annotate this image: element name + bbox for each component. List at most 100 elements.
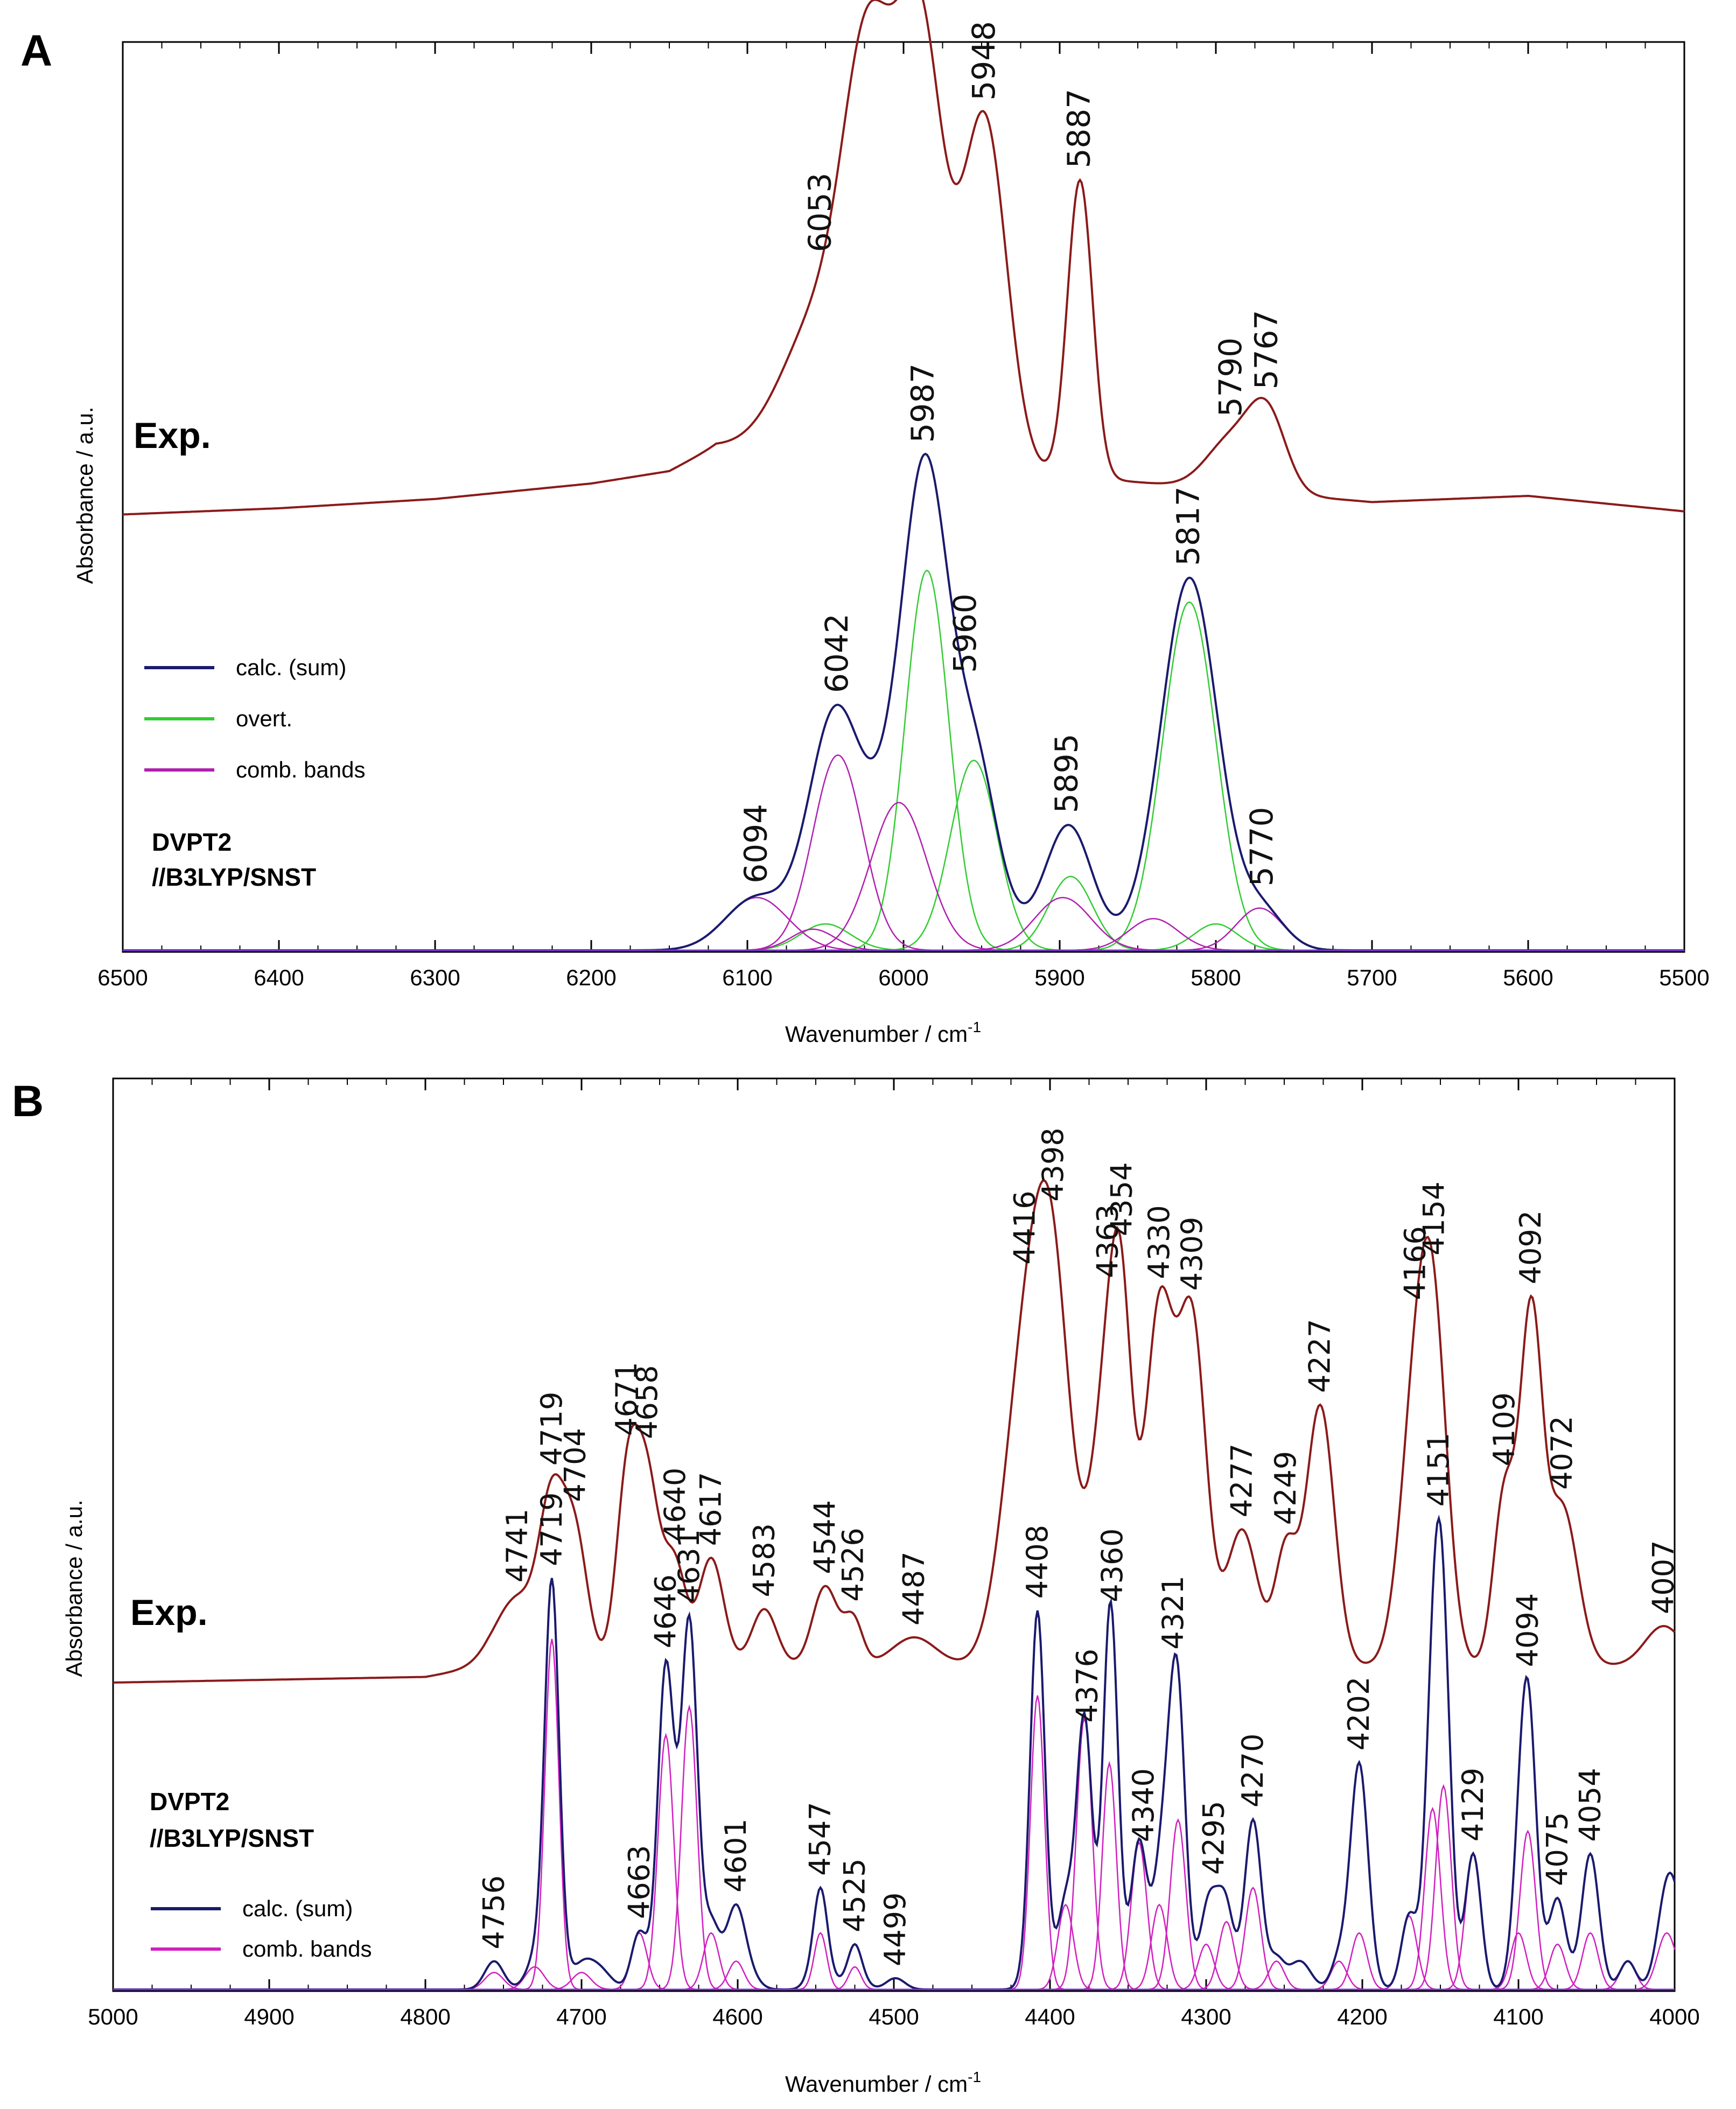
x-tick-label: 4500 [869,2004,919,2029]
calc-peak-label: 4408 [1020,1525,1054,1599]
x-tick-label: 6300 [410,965,460,990]
panel-a-curves [122,0,1685,951]
panel-b-legend: calc. (sum) comb. bands [151,1896,372,1961]
exp-peak-label: 4719 [535,1392,569,1466]
calc-peak-label: 4756 [477,1875,511,1949]
calc-peak-label: 4547 [803,1802,837,1875]
x-tick-label: 6100 [722,965,772,990]
legend-label: comb. bands [242,1936,372,1961]
calc-peak-label: 4129 [1456,1768,1490,1841]
calc-peak-label: 4054 [1573,1768,1607,1841]
legend-label: calc. (sum) [236,655,346,680]
panel-b-exp-label: Exp. [130,1592,208,1633]
panel-a-letter: A [20,26,52,75]
exp-peak-label: 4658 [630,1365,664,1439]
exp-peak-label: 4487 [897,1552,931,1625]
experimental-curve [113,1179,1676,1684]
experimental-curve [122,0,1685,516]
x-tick-label: 5600 [1503,965,1553,990]
panel-a-x-axis-title: Wavenumber / cm-1 [785,1019,981,1047]
calc-peak-label: 4525 [838,1858,872,1932]
exp-peak-label: 6053 [801,173,838,253]
exp-peak-label: 4092 [1514,1210,1548,1284]
exp-peak-label: 4526 [836,1528,870,1601]
panel-a-method-line-1: DVPT2 [152,828,232,856]
exp-peak-label: 4741 [500,1509,534,1582]
calc-peak-label: 4646 [649,1574,683,1648]
panel-a-y-axis-title: Absorbance / a.u. [72,407,97,584]
x-tick-label: 4300 [1181,2004,1231,2029]
exp-peak-label: 5767 [1248,310,1285,390]
calc-peak-label: 4321 [1156,1575,1190,1649]
panel-b-y-axis-title: Absorbance / a.u. [61,1500,87,1677]
x-tick-label: 4100 [1493,2004,1543,2029]
x-tick-label: 4000 [1649,2004,1699,2029]
x-tick-label: 5500 [1659,965,1709,990]
panel-b: B 5000 4900 4800 4700 4600 4500 4400 4300 4200 41… [12,1077,1700,2097]
exp-peak-label: 4671 [610,1362,643,1435]
calc-peak-label: 4499 [878,1893,912,1966]
x-tick-label: 4800 [400,2004,450,2029]
x-tick-label: 6400 [254,965,304,990]
x-tick-label: 6500 [97,965,148,990]
legend-label: calc. (sum) [242,1896,353,1921]
exp-peak-label: 4309 [1175,1217,1209,1291]
panel-b-method-line-1: DVPT2 [150,1788,229,1816]
panel-a-exp-label: Exp. [134,415,211,456]
calc-peak-label: 4094 [1510,1593,1544,1667]
calc-peak-label: 6042 [818,613,855,693]
exp-peak-label: 4544 [808,1500,842,1574]
exp-peak-label: 4007 [1647,1540,1681,1614]
calc-peak-label: 5817 [1170,486,1207,566]
exp-peak-label: 4704 [558,1428,592,1502]
calc-peak-label: 4202 [1342,1677,1376,1750]
calc-peak-label: 4663 [622,1845,656,1919]
exp-peak-label: 4363 [1090,1204,1124,1278]
exp-peak-label: 4416 [1008,1190,1042,1264]
calc-peak-label: 4295 [1197,1801,1231,1875]
panel-a-legend: calc. (sum) overt. comb. bands [144,655,365,782]
exp-peak-label: 4154 [1417,1181,1451,1255]
calc-peak-label: 5770 [1243,807,1280,887]
exp-peak-label: 5948 [965,21,1002,101]
calc-peak-label: 6094 [737,804,774,884]
x-tick-label: 6200 [566,965,616,990]
x-tick-label: 4400 [1025,2004,1075,2029]
exp-peak-label: 4617 [694,1472,728,1546]
x-tick-label: 4700 [556,2004,606,2029]
calc-peak-label: 4151 [1422,1433,1455,1507]
exp-peak-label: 4227 [1303,1319,1337,1393]
exp-peak-label: 4330 [1142,1205,1176,1279]
calc-peak-label: 4601 [719,1818,753,1892]
panel-a-peak-labels: 6053602259895948588757905767609460425987… [737,21,1285,887]
x-tick-label: 5000 [88,2004,138,2029]
panel-b-method-line-2: //B3LYP/SNST [150,1824,314,1852]
x-tick-label: 5700 [1347,965,1397,990]
exp-peak-label: 5790 [1212,338,1249,417]
legend-label: overt. [236,706,292,731]
calc-peak-label: 4631 [672,1529,706,1603]
calc-peak-label: 4340 [1126,1768,1160,1842]
panel-b-x-axis-title: Wavenumber / cm-1 [785,2069,981,2097]
calc-peak-label: 5960 [947,593,983,673]
exp-peak-label: 4166 [1398,1226,1432,1300]
calc-peak-label: 5895 [1048,734,1085,814]
x-tick-label: 4200 [1337,2004,1387,2029]
x-tick-label: 4900 [244,2004,294,2029]
exp-peak-label: 4354 [1104,1162,1138,1236]
exp-peak-label: 4072 [1545,1416,1579,1489]
panel-b-letter: B [12,1077,44,1126]
exp-peak-label: 5887 [1061,89,1097,169]
exp-peak-label: 4583 [747,1523,781,1597]
calc-peak-label: 5987 [905,363,941,443]
exp-peak-label: 4398 [1036,1127,1070,1201]
calc-peak-label: 4360 [1095,1528,1129,1602]
exp-peak-label: 4109 [1487,1392,1521,1466]
calc-peak-label: 4719 [535,1492,569,1566]
exp-peak-label: 4640 [658,1468,692,1542]
calc-peak-label: 4075 [1541,1812,1574,1886]
calc-peak-label: 4376 [1070,1649,1104,1722]
panel-a: A 6500 6400 6300 6200 6100 6000 5900 5800 5700 56… [20,0,1710,1047]
